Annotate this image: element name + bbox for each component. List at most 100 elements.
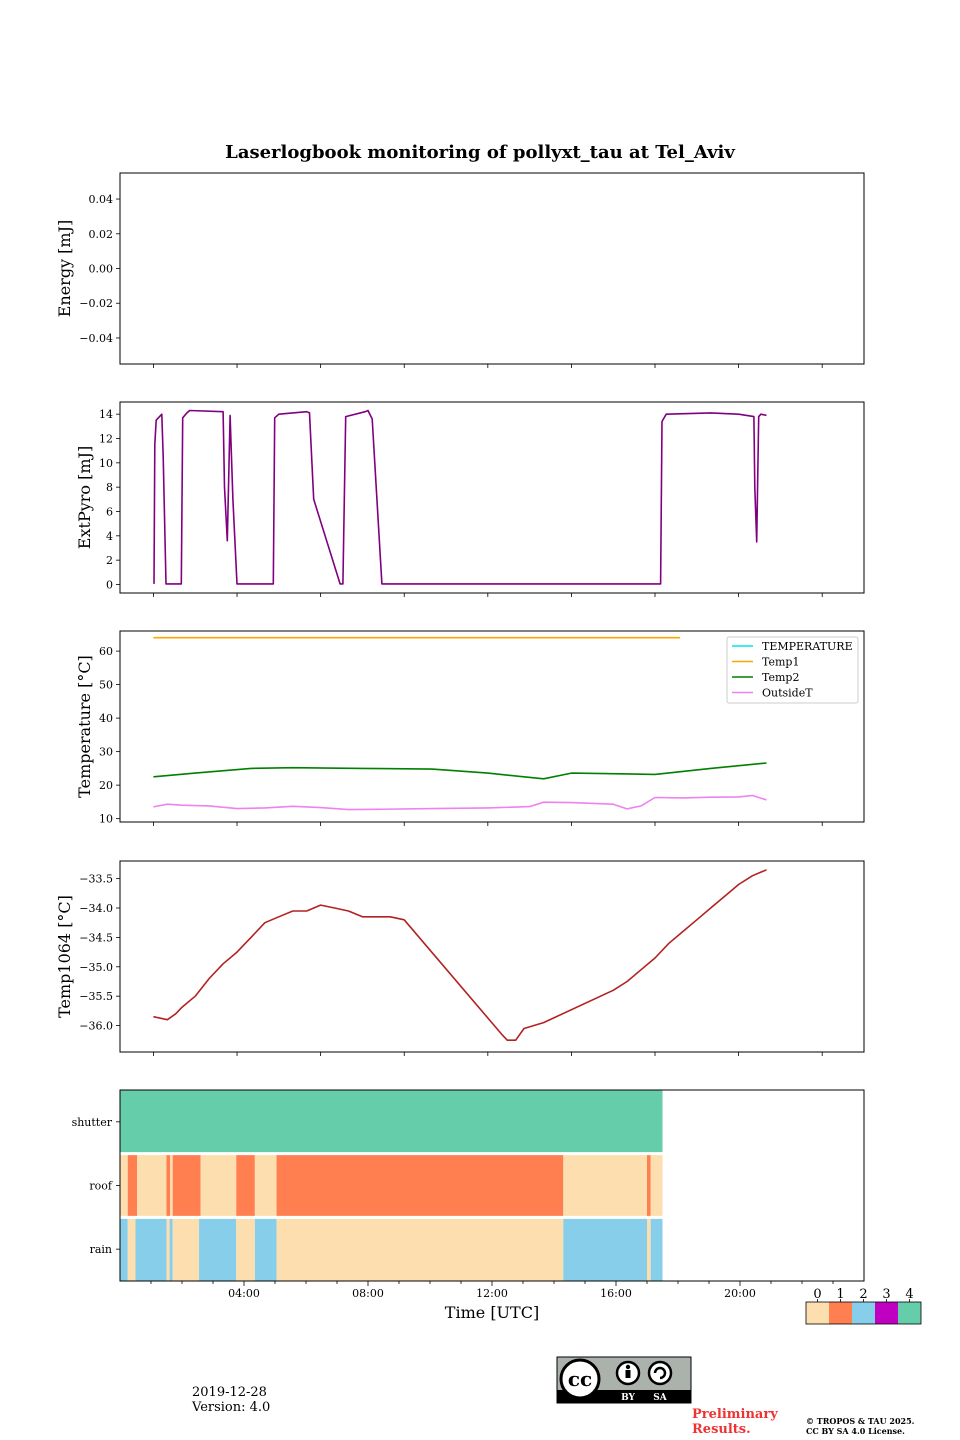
y-tick-label: 0.00	[89, 263, 114, 276]
y-axis-label: Temperature [°C]	[75, 655, 94, 798]
x-axis-label: Time [UTC]	[445, 1303, 539, 1322]
colorbar-swatch	[806, 1302, 829, 1324]
y-tick-label: 40	[99, 712, 113, 725]
status-segment-rain	[650, 1217, 663, 1281]
status-segment-rain	[563, 1217, 647, 1281]
status-segment-rain	[172, 1217, 200, 1281]
legend-entry-label: Temp1	[762, 656, 799, 669]
y-tick-label: 14	[99, 408, 113, 421]
legend-entry-label: Temp2	[762, 671, 799, 684]
status-segment-rain	[169, 1217, 173, 1281]
y-tick-label: 12	[99, 432, 113, 445]
plot-area-frame	[119, 860, 865, 1053]
status-segment-roof	[276, 1153, 564, 1218]
status-segment-rain	[166, 1217, 170, 1281]
colorbar-tick-label: 0	[813, 1287, 821, 1302]
panel-temperature: 10 20 30 40 50 60 Temperature [°C] TEMPERATURE T…	[75, 630, 865, 826]
x-tick-label: 08:00	[352, 1287, 384, 1300]
cc-by-text: BY	[621, 1393, 635, 1403]
copyright-line1: © TROPOS & TAU 2025.	[806, 1416, 915, 1426]
legend-entry-label: OutsideT	[762, 687, 813, 700]
cc-logo-icon	[559, 1358, 601, 1400]
y-tick-label: 2	[106, 554, 113, 567]
cc-license-badge: cc BY SA	[556, 1356, 692, 1404]
y-tick-label: −34.0	[79, 902, 113, 915]
x-tick-label: 04:00	[228, 1287, 260, 1300]
row-label-roof: roof	[89, 1180, 113, 1193]
colorbar-tick-label: 1	[836, 1287, 844, 1302]
x-tick-label: 20:00	[724, 1287, 756, 1300]
date-label: 2019-12-28	[192, 1385, 267, 1400]
y-tick-label: −34.5	[79, 931, 113, 944]
status-segment-roof	[254, 1153, 277, 1218]
status-segment-rain	[127, 1217, 136, 1281]
colorbar-swatch	[852, 1302, 875, 1324]
status-segment-roof	[137, 1153, 167, 1218]
status-segment-rain	[647, 1217, 651, 1281]
y-tick-label: 30	[99, 746, 113, 759]
cc-logo-text: cc	[568, 1367, 592, 1391]
y-tick-label: 4	[106, 530, 113, 543]
series-line	[153, 794, 767, 811]
y-tick-label: 0	[106, 578, 113, 591]
colorbar-tick-label: 3	[882, 1287, 890, 1302]
y-axis-label: Temp1064 [°C]	[55, 895, 74, 1018]
y-tick-label: −36.0	[79, 1020, 113, 1033]
y-tick-label: −35.0	[79, 961, 113, 974]
status-segment-roof	[170, 1153, 173, 1218]
y-tick-label: −0.02	[79, 297, 113, 310]
status-segment-rain	[254, 1217, 277, 1281]
status-segment-roof	[236, 1153, 255, 1218]
colorbar-swatch	[898, 1302, 921, 1324]
y-tick-label: −35.5	[79, 990, 113, 1003]
by-person-body	[625, 1370, 631, 1378]
y-tick-label: 10	[99, 457, 113, 470]
y-tick-label: 8	[106, 481, 113, 494]
legend-box	[726, 636, 859, 704]
preliminary-label-line1: Preliminary	[692, 1407, 778, 1422]
status-segment-roof	[563, 1153, 647, 1218]
y-axis-label: ExtPyro [mJ]	[75, 446, 94, 549]
preliminary-label-line2: Results.	[692, 1422, 751, 1437]
panel-temp1064: −33.5 −34.0 −34.5 −35.0 −35.5 −36.0 Temp1064 […	[55, 860, 865, 1056]
status-segment-roof	[120, 1153, 128, 1218]
colorbar-swatch	[829, 1302, 852, 1324]
version-label: Version: 4.0	[191, 1400, 270, 1415]
status-segment-roof	[650, 1153, 663, 1218]
status-segment-rain	[120, 1217, 128, 1281]
y-tick-label: 6	[106, 505, 113, 518]
cc-sa-text: SA	[653, 1393, 667, 1403]
panel-energy: 0.04 0.02 0.00 −0.02 −0.04 Energy [mJ]	[55, 172, 865, 368]
status-segment-roof	[166, 1153, 171, 1218]
status-segment-shutter	[120, 1090, 663, 1154]
sa-share-arrow	[653, 1366, 667, 1380]
by-person-head	[625, 1364, 631, 1370]
figure-title: Laserlogbook monitoring of pollyxt_tau a…	[225, 142, 735, 163]
status-segment-rain	[199, 1217, 237, 1281]
plot-area-frame	[119, 172, 865, 365]
legend-entry-label: TEMPERATURE	[762, 640, 853, 653]
y-axis-label: Energy [mJ]	[55, 220, 74, 318]
series-line	[153, 762, 767, 780]
sa-share-icon	[647, 1360, 673, 1386]
colorbar-tick-label: 4	[905, 1287, 913, 1302]
y-tick-label: 10	[99, 813, 113, 826]
row-label-shutter: shutter	[72, 1116, 113, 1129]
x-tick-label: 16:00	[600, 1287, 632, 1300]
x-tick-label: 12:00	[476, 1287, 508, 1300]
y-tick-label: 20	[99, 779, 113, 792]
colorbar-tick-label: 2	[859, 1287, 867, 1302]
status-segment-rain	[135, 1217, 167, 1281]
y-tick-label: −33.5	[79, 873, 113, 886]
status-segment-roof	[647, 1153, 651, 1218]
colorbar-swatch	[875, 1302, 898, 1324]
panel-extpyro: 0 2 4 6 8 10 12 14 ExtPyro [mJ]	[75, 401, 865, 597]
series-line	[153, 869, 767, 1041]
copyright-line2: CC BY SA 4.0 License.	[806, 1426, 905, 1436]
panel-status: shutter roof rain 04:00 08:00 12:00 16:00 20:00…	[72, 1089, 865, 1322]
status-segment-roof	[200, 1153, 237, 1218]
status-segment-rain	[236, 1217, 255, 1281]
y-tick-label: −0.04	[79, 332, 113, 345]
